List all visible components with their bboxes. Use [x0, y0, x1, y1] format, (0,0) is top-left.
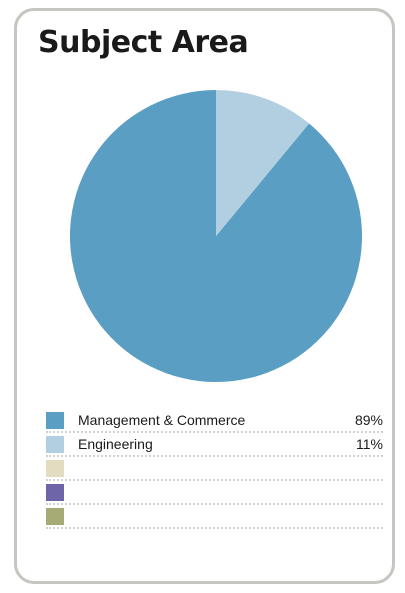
legend-swatch [46, 412, 64, 429]
legend-label: Management & Commerce [78, 412, 246, 428]
pie-slice [69, 90, 362, 382]
legend-row: Management & Commerce 89% [46, 409, 383, 433]
pie-slice [216, 90, 310, 236]
legend-row [46, 457, 383, 481]
legend-swatch [46, 484, 64, 501]
legend-value: 11% [356, 436, 383, 452]
legend-swatch [46, 460, 64, 477]
chart-title: Subject Area [38, 25, 249, 60]
pie-chart [69, 90, 362, 382]
legend-value: 89% [354, 412, 383, 428]
legend-row [46, 481, 383, 505]
legend-row: Engineering 11% [46, 433, 383, 457]
legend-row [46, 505, 383, 529]
legend-swatch [46, 508, 64, 525]
legend: Management & Commerce 89% Engineering 11… [46, 409, 383, 529]
legend-swatch [46, 436, 64, 453]
legend-label: Engineering [78, 436, 153, 452]
